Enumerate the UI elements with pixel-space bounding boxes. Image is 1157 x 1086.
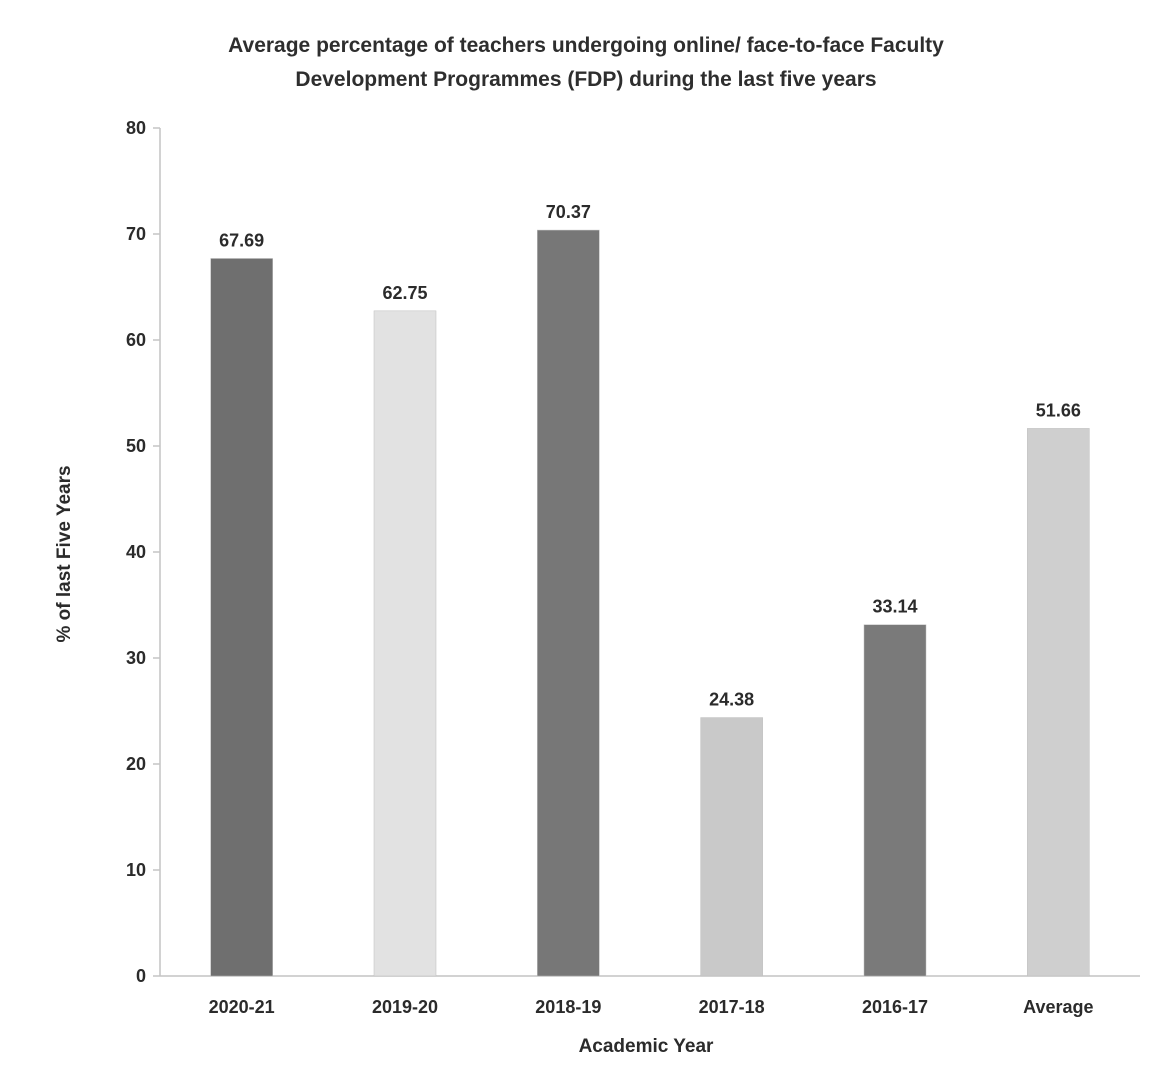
x-tick-label: 2017-18 bbox=[699, 997, 765, 1017]
bar-2017-18 bbox=[700, 717, 763, 977]
bar-2016-17 bbox=[863, 624, 927, 977]
y-tick-label: 10 bbox=[126, 860, 146, 880]
x-tick-label: 2019-20 bbox=[372, 997, 438, 1017]
x-axis-label: Academic Year bbox=[579, 1036, 714, 1057]
y-axis-label: % of last Five Years bbox=[54, 465, 75, 642]
data-labels-group: 67.69 62.75 70.37 24.38 33.14 51.66 bbox=[219, 202, 1081, 709]
bars-group bbox=[210, 229, 1090, 977]
x-tick-label: 2020-21 bbox=[209, 997, 275, 1017]
chart-title-line1: Average percentage of teachers undergoin… bbox=[228, 34, 944, 57]
data-label-2019-20: 62.75 bbox=[382, 283, 427, 303]
x-axis-categories: 2020-21 2019-20 2018-19 2017-18 2016-17 Avera… bbox=[209, 997, 1094, 1017]
y-axis-ticks: 0 10 20 30 40 50 60 70 80 bbox=[126, 118, 160, 986]
y-tick-label: 80 bbox=[126, 118, 146, 138]
y-tick-label: 0 bbox=[136, 966, 146, 986]
data-label-2017-18: 24.38 bbox=[709, 690, 754, 710]
bar-2019-20 bbox=[373, 310, 437, 977]
bar-2018-19 bbox=[537, 229, 600, 977]
data-label-2018-19: 70.37 bbox=[546, 202, 591, 222]
data-label-2020-21: 67.69 bbox=[219, 230, 264, 250]
y-tick-label: 40 bbox=[126, 542, 146, 562]
bar-2020-21 bbox=[210, 258, 273, 977]
data-label-2016-17: 33.14 bbox=[872, 597, 917, 617]
x-tick-label: 2018-19 bbox=[535, 997, 601, 1017]
y-tick-label: 20 bbox=[126, 754, 146, 774]
bar-average bbox=[1027, 428, 1090, 977]
y-tick-label: 60 bbox=[126, 330, 146, 350]
data-label-average: 51.66 bbox=[1036, 400, 1081, 420]
y-tick-label: 30 bbox=[126, 648, 146, 668]
x-tick-label: Average bbox=[1023, 997, 1093, 1017]
chart-title-line2: Development Programmes (FDP) during the … bbox=[295, 68, 876, 91]
x-tick-label: 2016-17 bbox=[862, 997, 928, 1017]
y-tick-label: 70 bbox=[126, 224, 146, 244]
y-tick-label: 50 bbox=[126, 436, 146, 456]
